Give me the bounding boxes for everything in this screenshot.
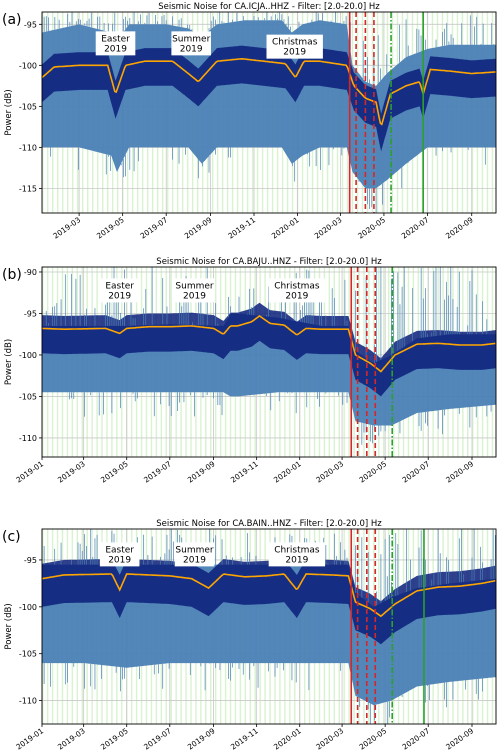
annotation-label: 2019 [183,291,206,301]
x-tick-label: 2019-05 [95,215,126,240]
y-tick-label: -105 [19,392,37,401]
x-tick-label: 2019-09 [186,459,217,484]
y-axis-label: Power (dB) [4,89,14,135]
annotation-box [99,542,140,567]
annotation-label: Christmas [274,545,320,555]
annotation-label: Christmas [274,281,320,291]
x-tick-label: 2019-05 [99,726,130,751]
y-tick-label: -95 [24,20,37,29]
x-tick-label: 2019-09 [186,726,217,751]
annotation-box [266,34,323,59]
series-daytime-band [42,45,496,152]
annotation-label: 2019 [285,291,308,301]
series-spikes [42,267,492,445]
panel-label: (a) [2,12,22,28]
annotation-label: 2019 [180,44,203,54]
x-tick-label: 2020-05 [356,215,387,240]
x-tick-label: 2019-07 [142,726,173,751]
annotation-box [99,278,140,303]
x-tick-label: 2020-07 [400,215,431,240]
x-tick-label: 2020-07 [401,459,432,484]
annotation-label: 2019 [108,555,131,565]
annotation-label: Summer [172,34,210,44]
panel-label: (b) [2,267,22,283]
x-tick-label: 2019-11 [229,726,260,751]
annotation-label: Easter [105,281,134,291]
x-tick-label: 2019-03 [56,459,87,484]
y-tick-label: -90 [24,268,37,277]
x-tick-label: 2019-11 [226,215,257,240]
annotation-box [174,542,215,567]
series-daily-median [42,573,496,618]
x-tick-label: 2019-01 [14,459,45,484]
annotation-label: 2019 [285,555,308,565]
chart-title: Seismic Noise for CA.BAIN..HNZ - Filter:… [156,519,382,529]
x-tick-label: 2019-03 [51,215,82,240]
y-tick-label: -110 [19,434,37,443]
series-daytime-band [42,559,496,645]
annotation-label: 2019 [283,48,306,58]
x-tick-label: 2019-09 [183,215,214,240]
x-tick-label: 2020-03 [314,459,345,484]
annotation-box [268,278,326,303]
x-tick-label: 2020-01 [272,726,303,751]
annotation-label: Christmas [272,38,318,48]
axes-frame [41,528,497,725]
chart-panel-0: Seismic Noise for CA.ICJA..HHZ - Filter:… [2,2,497,241]
x-tick-label: 2019-05 [99,459,130,484]
y-tick-label: -105 [19,102,37,111]
annotation-box [174,278,215,303]
series-daily-median [42,315,496,373]
chart-panel-1: Seismic Noise for CA.BAJU..HNZ - Filter:… [2,257,497,485]
annotation-label: Summer [175,281,213,291]
annotation-box [268,542,326,567]
panel-label: (c) [2,529,21,545]
x-tick-label: 2019-11 [229,459,260,484]
x-tick-label: 2020-09 [444,459,475,484]
chart-title: Seismic Noise for CA.BAJU..HNZ - Filter:… [156,257,382,267]
series-spikes [42,12,495,213]
y-tick-label: -95 [24,556,37,565]
x-tick-label: 2019-03 [56,726,87,751]
axes-frame [41,266,497,458]
annotation-label: Easter [101,34,130,44]
x-tick-label: 2020-05 [357,459,388,484]
annotation-box [171,31,211,56]
x-tick-label: 2020-07 [401,726,432,751]
y-tick-label: -100 [19,61,37,70]
y-tick-label: -95 [24,309,37,318]
x-tick-label: 2019-01 [14,726,45,751]
x-tick-label: 2020-01 [270,215,301,240]
x-tick-label: 2020-01 [272,459,303,484]
annotation-label: Easter [105,545,134,555]
annotation-label: 2019 [183,555,206,565]
x-tick-label: 2019-07 [142,459,173,484]
chart-panel-2: Seismic Noise for CA.BAIN..HNZ - Filter:… [2,519,497,752]
y-tick-label: -115 [19,184,37,193]
x-tick-label: 2020-09 [444,215,475,240]
axes-frame [41,11,497,214]
y-tick-label: -100 [19,351,37,360]
y-tick-label: -105 [19,650,37,659]
x-tick-label: 2020-05 [357,726,388,751]
y-tick-label: -110 [19,143,37,152]
annotation-label: Summer [175,545,213,555]
y-tick-label: -110 [19,697,37,706]
x-tick-label: 2019-07 [139,215,170,240]
annotation-box [95,31,136,56]
annotation-label: 2019 [104,44,127,54]
x-tick-label: 2020-03 [314,726,345,751]
y-axis-label: Power (dB) [4,603,14,649]
x-tick-label: 2020-09 [444,726,475,751]
annotation-label: 2019 [108,291,131,301]
series-daily-median [42,57,496,126]
y-tick-label: -100 [19,603,37,612]
y-axis-label: Power (dB) [4,339,14,385]
x-tick-label: 2020-03 [313,215,344,240]
chart-title: Seismic Noise for CA.ICJA..HHZ - Filter:… [158,2,380,12]
